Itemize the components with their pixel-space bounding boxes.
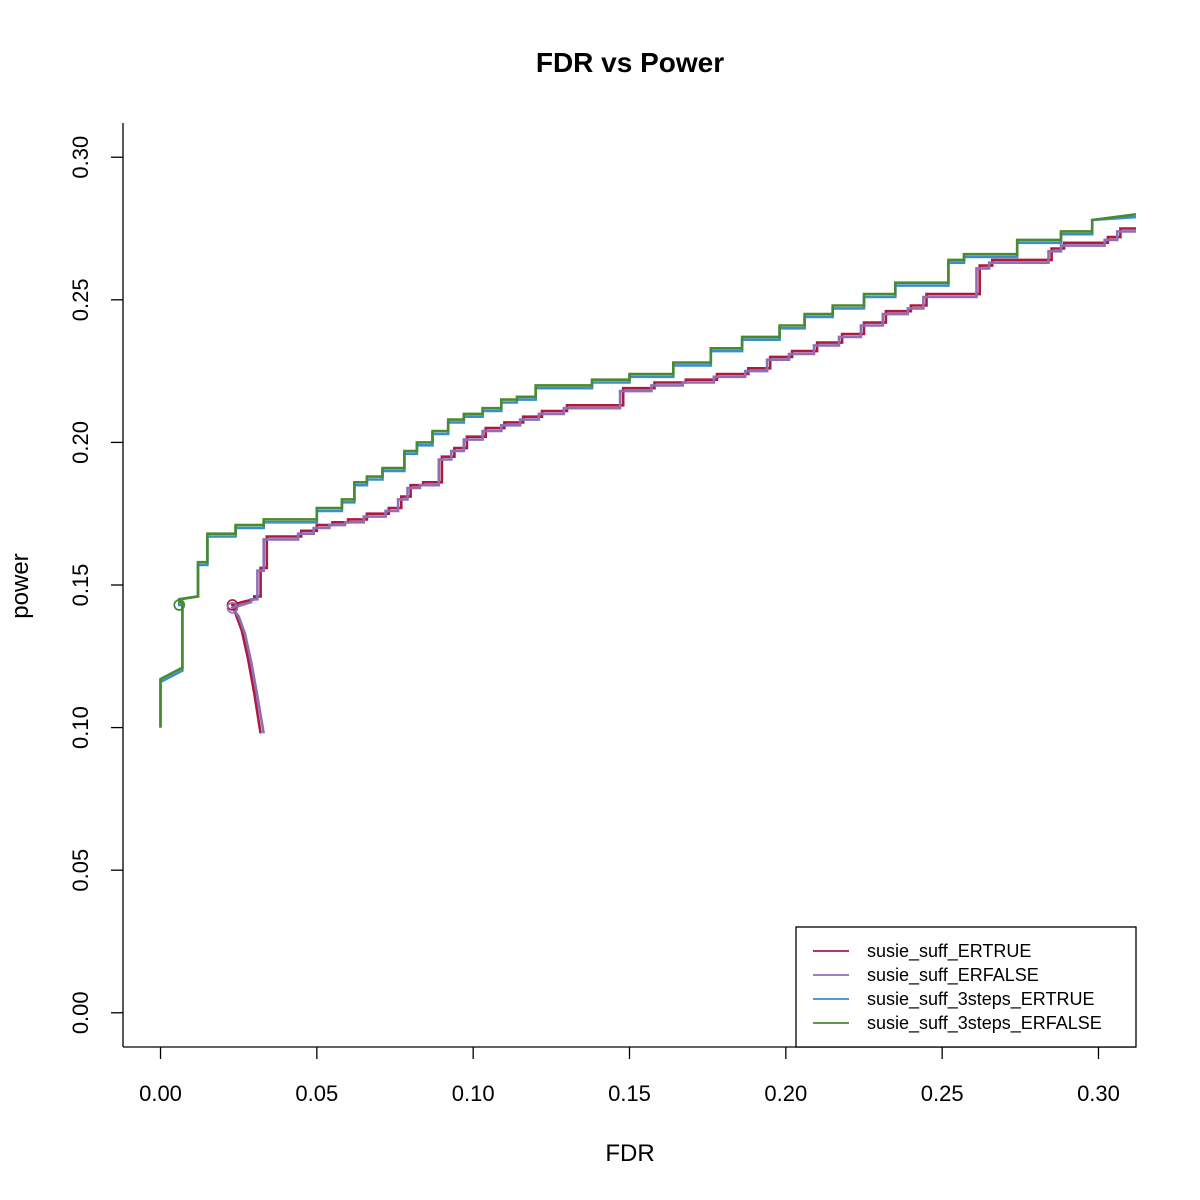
legend: susie_suff_ERTRUE susie_suff_ERFALSEsusie… <box>795 926 1137 1048</box>
x-tick-label: 0.10 <box>452 1081 495 1106</box>
series-line-susie-suff-3steps-ertrue <box>159 215 1136 728</box>
y-tick-label: 0.10 <box>68 706 93 749</box>
chart-title: FDR vs Power <box>536 47 724 78</box>
series-line-susie-suff-3steps-erfalse <box>159 213 1136 728</box>
marker-susie-suff-3steps-erfalse <box>173 599 186 611</box>
y-axis-label: power <box>7 553 34 618</box>
series-lines <box>159 213 1136 734</box>
x-tick-label: 0.20 <box>764 1081 807 1106</box>
x-axis-label: FDR <box>605 1140 654 1167</box>
x-tick-label: 0.25 <box>921 1081 964 1106</box>
legend-label: susie_suff_3steps_ERTRUE <box>867 989 1094 1010</box>
y-tick-label: 0.15 <box>68 564 93 607</box>
legend-box <box>795 926 1137 1048</box>
x-tick-label: 0.05 <box>295 1081 338 1106</box>
x-tick-label: 0.15 <box>608 1081 651 1106</box>
y-tick-label: 0.20 <box>68 421 93 464</box>
series-line-susie-suff-erfalse <box>230 230 1136 734</box>
y-tick-label: 0.25 <box>68 278 93 321</box>
legend-label: susie_suff_3steps_ERFALSE <box>867 1013 1102 1034</box>
axes: 0.00 0.05 0.10 0.15 0.20 0.25 0.30 0.00 0.05 0.10… <box>68 123 1136 1106</box>
y-tick-label: 0.05 <box>68 849 93 892</box>
series-markers <box>173 599 239 614</box>
legend-label: susie_suff_ERFALSE <box>867 965 1039 986</box>
y-tick-label: 0.30 <box>68 136 93 179</box>
x-tick-label: 0.30 <box>1077 1081 1120 1106</box>
y-tick-label: 0.00 <box>68 991 93 1034</box>
x-tick-label: 0.00 <box>139 1081 182 1106</box>
legend-label: susie_suff_ERTRUE <box>867 941 1031 962</box>
marker-susie-suff-erfalse <box>226 602 239 614</box>
